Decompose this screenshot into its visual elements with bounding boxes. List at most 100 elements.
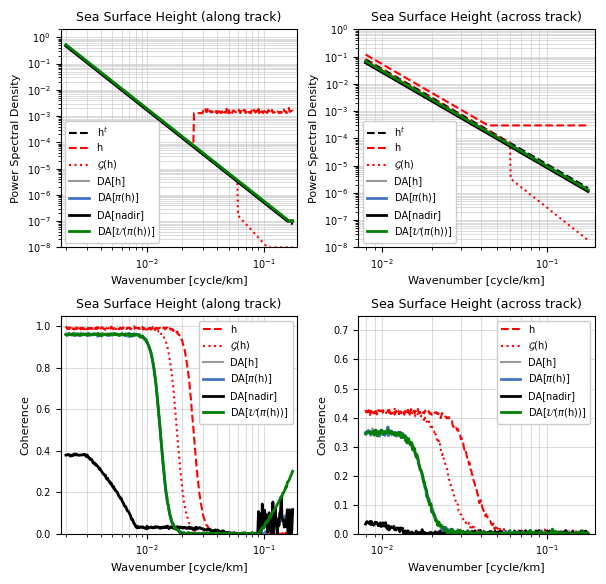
DA[$\pi$(h)] [202, 530, 210, 537]
$\mathcal{G}$(h) [269, 530, 276, 537]
DA[h] [289, 506, 296, 513]
DA[nadir] [496, 528, 503, 535]
h [198, 110, 205, 117]
DA[$\pi$(h)] [255, 530, 262, 537]
DA[h] [63, 331, 70, 338]
DA[$\pi$(h)] [253, 193, 261, 200]
$\mathcal{G}$(h) [63, 324, 70, 331]
Line: DA[$\pi$(h)]: DA[$\pi$(h)] [365, 61, 588, 190]
h [198, 504, 205, 511]
DA[$\pi$(h)] [564, 175, 571, 182]
h [289, 106, 296, 113]
h$^t$ [63, 43, 70, 50]
Line: DA[nadir]: DA[nadir] [66, 46, 293, 221]
Line: DA[$\mathcal{U}$($\pi$(h))]: DA[$\mathcal{U}$($\pi$(h))] [66, 333, 293, 534]
h$^t$ [253, 193, 261, 200]
DA[$\pi$(h)] [199, 530, 206, 537]
DA[nadir] [284, 218, 291, 225]
$\mathcal{G}$(h) [480, 530, 487, 537]
DA[h] [196, 147, 204, 154]
DA[nadir] [584, 188, 591, 195]
$\mathcal{G}$(h) [362, 56, 370, 63]
DA[$\pi$(h)] [62, 42, 70, 49]
DA[h] [368, 425, 376, 432]
DA[nadir] [197, 525, 204, 532]
DA[nadir] [62, 451, 70, 458]
DA[nadir] [196, 148, 204, 155]
DA[nadir] [407, 530, 414, 537]
h$^t$ [550, 164, 557, 171]
$\mathcal{G}$(h) [391, 404, 399, 411]
DA[h] [362, 429, 369, 436]
$\mathcal{G}$(h) [107, 323, 115, 330]
DA[h] [584, 530, 591, 537]
h [499, 122, 506, 129]
DA[$\mathcal{U}$($\pi$(h))] [62, 331, 70, 338]
DA[nadir] [499, 530, 507, 537]
Line: DA[$\pi$(h)]: DA[$\pi$(h)] [66, 46, 293, 221]
h [202, 519, 209, 526]
DA[$\pi$(h)] [198, 530, 205, 537]
h [584, 122, 591, 129]
DA[nadir] [362, 520, 369, 527]
DA[h] [362, 59, 370, 66]
Line: h: h [365, 54, 588, 126]
$\mathcal{G}$(h) [289, 244, 296, 251]
DA[$\mathcal{U}$($\pi$(h))] [499, 530, 507, 537]
$\mathcal{G}$(h) [362, 411, 370, 418]
Line: $\mathcal{G}$(h): $\mathcal{G}$(h) [66, 45, 293, 248]
h$^t$ [201, 151, 208, 158]
h [190, 142, 197, 150]
DA[$\mathcal{U}$($\pi$(h))] [496, 530, 503, 537]
Line: DA[$\pi$(h)]: DA[$\pi$(h)] [66, 333, 293, 534]
DA[nadir] [226, 530, 233, 537]
h$^t$ [197, 148, 204, 155]
DA[h] [494, 134, 501, 141]
h [255, 530, 262, 537]
X-axis label: Wavenumber [cycle/km]: Wavenumber [cycle/km] [408, 563, 545, 573]
DA[$\mathcal{U}$($\pi$(h))] [197, 148, 204, 155]
DA[$\mathcal{U}$($\pi$(h))] [362, 58, 369, 65]
$\mathcal{G}$(h) [499, 530, 507, 537]
Line: DA[h]: DA[h] [66, 333, 293, 534]
h$^t$ [289, 221, 296, 228]
DA[$\pi$(h)] [362, 430, 370, 437]
$\mathcal{G}$(h) [550, 209, 557, 216]
DA[nadir] [202, 526, 209, 533]
$\mathcal{G}$(h) [362, 406, 369, 413]
DA[h] [495, 530, 502, 537]
DA[$\pi$(h)] [494, 134, 501, 141]
DA[$\mathcal{U}$($\pi$(h))] [253, 192, 261, 199]
$\mathcal{G}$(h) [584, 530, 591, 537]
$\mathcal{G}$(h) [495, 530, 502, 537]
DA[h] [289, 218, 296, 225]
h [202, 106, 209, 113]
DA[$\mathcal{U}$($\pi$(h))] [255, 530, 262, 537]
DA[h] [362, 58, 369, 65]
DA[h] [90, 329, 97, 336]
h$^t$ [498, 134, 505, 141]
h [197, 110, 204, 117]
DA[$\mathcal{U}$($\pi$(h))] [498, 137, 505, 144]
h [502, 530, 510, 537]
h [584, 529, 591, 536]
Line: h$^t$: h$^t$ [365, 60, 588, 188]
DA[$\mathcal{U}$($\pi$(h))] [565, 530, 572, 537]
$\mathcal{G}$(h) [255, 530, 262, 537]
h [362, 408, 369, 415]
DA[nadir] [198, 525, 205, 532]
$\mathcal{G}$(h) [201, 151, 208, 158]
DA[$\mathcal{U}$($\pi$(h))] [63, 332, 70, 339]
DA[$\pi$(h)] [362, 58, 370, 65]
DA[h] [551, 530, 558, 537]
DA[$\pi$(h)] [63, 43, 70, 50]
Line: DA[$\mathcal{U}$($\pi$(h))]: DA[$\mathcal{U}$($\pi$(h))] [66, 44, 293, 221]
DA[h] [494, 135, 502, 142]
$\mathcal{G}$(h) [63, 43, 70, 50]
h [485, 122, 492, 129]
$\mathcal{G}$(h) [564, 220, 571, 227]
DA[nadir] [362, 59, 369, 66]
DA[$\pi$(h)] [65, 330, 73, 337]
DA[nadir] [289, 506, 296, 513]
DA[$\pi$(h)] [495, 529, 502, 536]
